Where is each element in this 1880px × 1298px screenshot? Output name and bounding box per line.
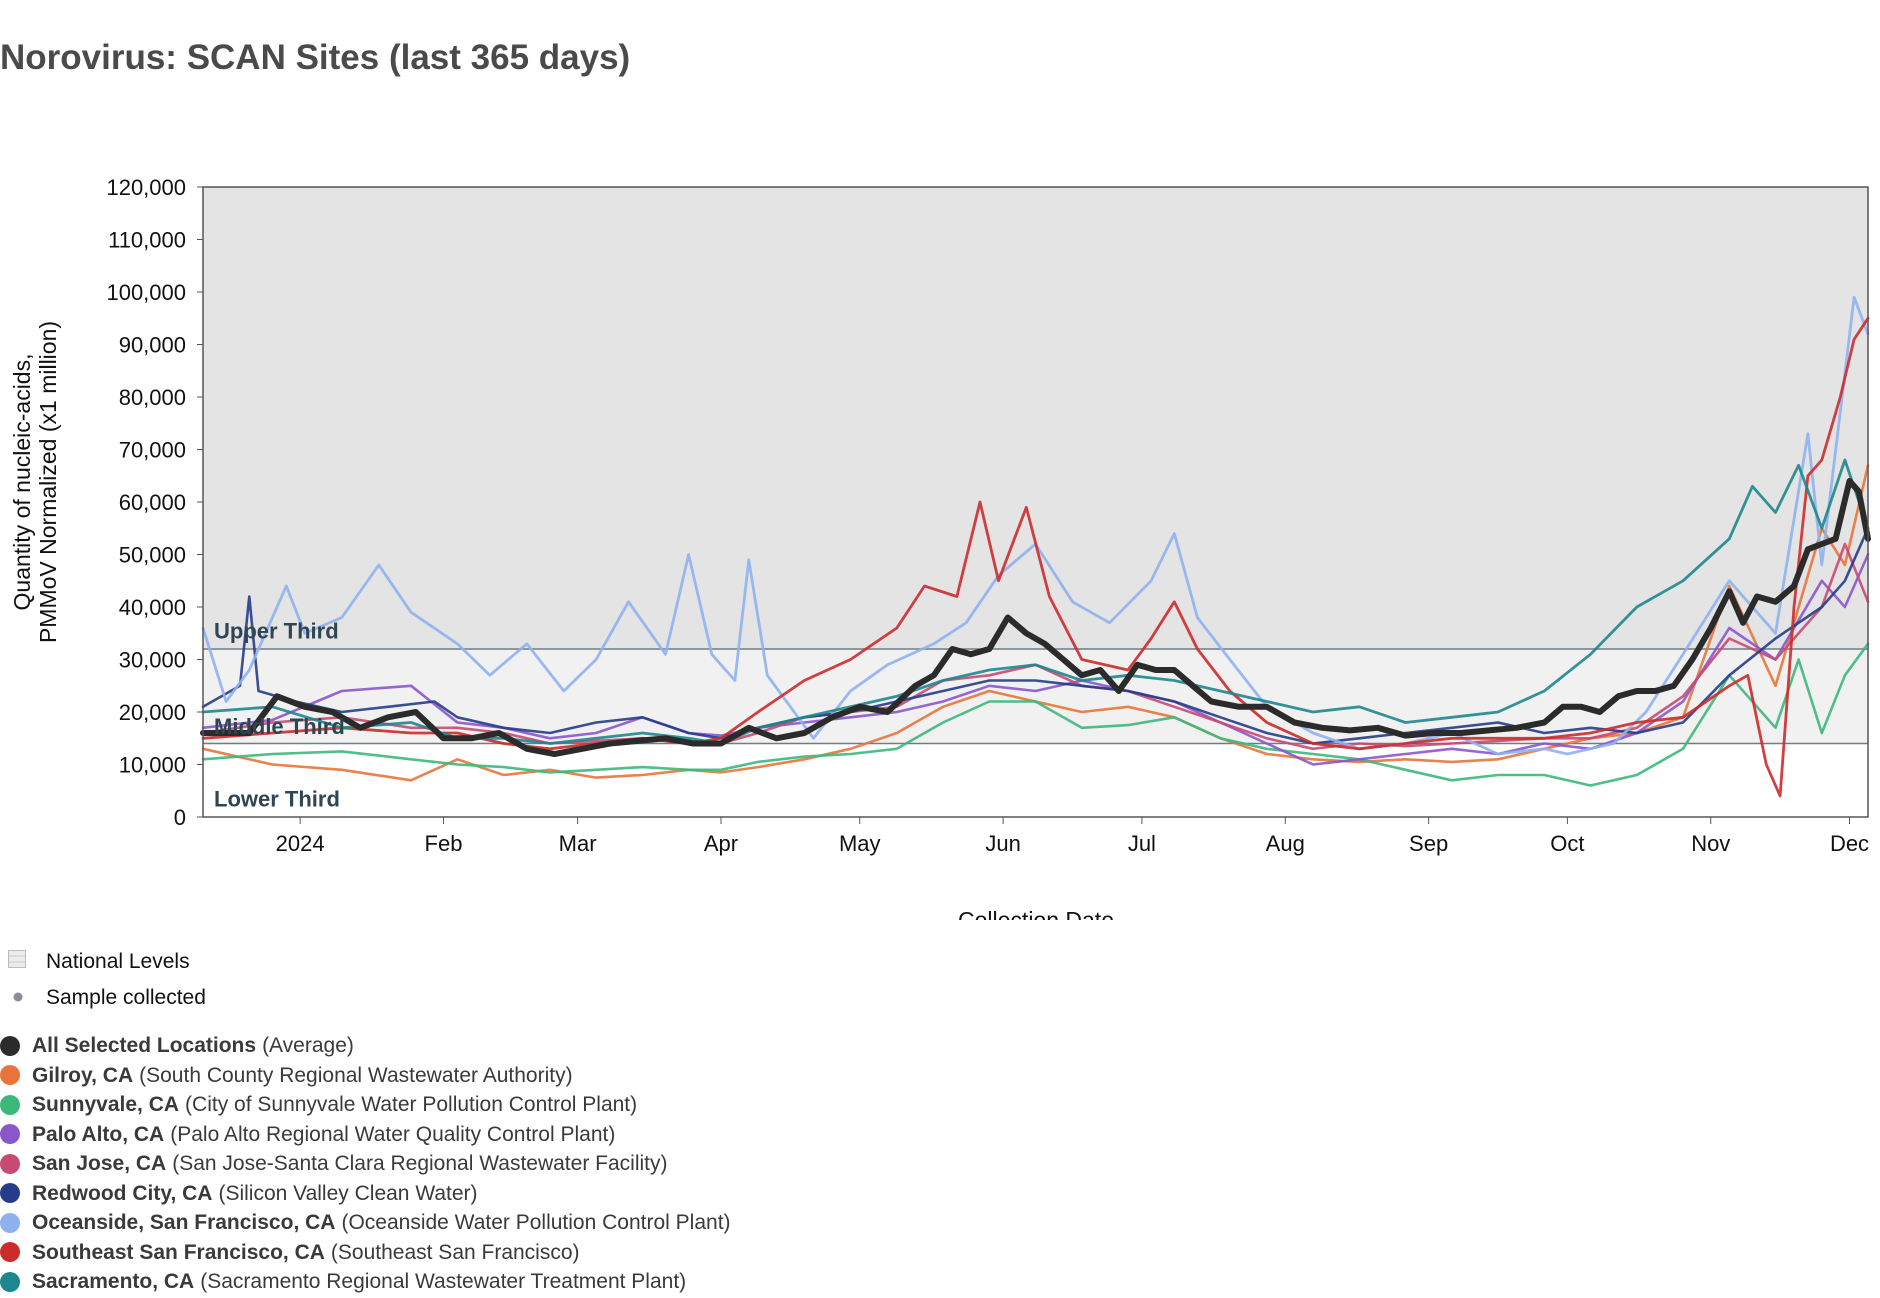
legend-item-oceanside[interactable]: Oceanside, San Francisco, CA (Oceanside W… [0,1208,731,1238]
legend-item-sunnyvale[interactable]: Sunnyvale, CA (City of Sunnyvale Water Po… [0,1090,731,1120]
series-line-sunnyvale-ca[interactable] [201,642,1870,787]
legend-item-sacramento[interactable]: Sacramento, CA (Sacramento Regional Waste… [0,1267,731,1297]
legend-item-average[interactable]: All Selected Locations (Average) [0,1031,731,1061]
y-tick-label: 120,000 [106,175,186,200]
legend-item-redwood-city[interactable]: Redwood City, CA (Silicon Valley Clean Wa… [0,1179,731,1209]
legend-item-san-jose[interactable]: San Jose, CA (San Jose-Santa Clara Region… [0,1149,731,1179]
plot-frame [202,186,1869,818]
y-tick-label: 30,000 [119,648,186,673]
chart-title: Norovirus: SCAN Sites (last 365 days) [0,38,631,77]
x-tick-label: Nov [1691,831,1730,856]
legend-sample-collected[interactable]: Sample collected [0,986,206,1010]
legend-dot [0,1035,20,1056]
y-tick-label: 70,000 [119,438,186,463]
x-tick-label: Oct [1550,831,1584,856]
legend-item-gilroy[interactable]: Gilroy, CA (South County Regional Wastewa… [0,1061,731,1091]
legend-dot [0,1271,20,1292]
x-tick-label: Apr [704,831,738,856]
legend-dot [0,1212,20,1233]
legend-dot [0,1065,20,1086]
legend-dot [0,1094,20,1115]
x-axis-label: Collection Date [958,907,1114,920]
x-tick-label: Jun [985,831,1020,856]
y-tick-label: 10,000 [119,753,186,778]
series-line-all-selected-locations[interactable] [200,478,1871,757]
x-tick-label: Dec [1830,831,1869,856]
legend-national-levels[interactable]: National Levels [0,950,190,974]
sample-collected-label: Sample collected [46,986,206,1009]
x-tick-label: Jul [1128,831,1156,856]
series-line-oceanside-san-francisco-ca[interactable] [201,295,1870,756]
x-tick-label: May [839,831,881,856]
x-tick-label: Sep [1409,831,1448,856]
y-tick-label: 110,000 [108,228,186,253]
x-tick-label: Mar [559,831,597,856]
y-axis-label-line2: PMMoV Normalized (x1 million) [35,321,61,643]
band-label: Upper Third [214,619,339,644]
y-tick-label: 50,000 [119,543,186,568]
band-label: Lower Third [214,787,340,812]
y-tick-label: 60,000 [119,490,186,515]
y-axis-label-line1: Quantity of nucleic-acids, [9,354,35,611]
y-tick-label: 80,000 [119,385,186,410]
national-levels-label: National Levels [46,950,190,973]
band-lower-third [203,743,1868,817]
y-axis: 0 10,000 20,000 30,000 40,000 50,000 60,000 70,… [106,175,203,830]
legend-dot [0,1124,20,1145]
legend-item-southeast-sf[interactable]: Southeast San Francisco, CA (Southeast Sa… [0,1238,731,1268]
chart-svg: 0 10,000 20,000 30,000 40,000 50,000 60,000 70,… [9,175,1871,920]
y-tick-label: 20,000 [119,700,186,725]
national-level-bands [203,187,1868,817]
y-tick-label: 90,000 [119,333,186,358]
band-upper-third [203,187,1868,649]
series-lines [200,295,1871,798]
national-levels-icon [8,950,26,974]
y-tick-label: 100,000 [106,280,186,305]
legend-dot [0,1242,20,1263]
legend-item-palo-alto[interactable]: Palo Alto, CA (Palo Alto Regional Water Q… [0,1120,731,1150]
x-tick-label: Aug [1266,831,1305,856]
band-label: Middle Third [214,714,345,739]
y-tick-label: 0 [174,805,186,830]
x-axis: 2024 Feb Mar Apr May Jun Jul Aug Sep Oct Nov Dec [276,817,1869,856]
sample-dot-icon [12,986,26,1010]
legend-dot [0,1153,20,1174]
x-tick-label: Feb [425,831,463,856]
y-tick-label: 40,000 [119,595,186,620]
band-labels: Upper Third Middle Third Lower Third [214,619,345,812]
legend-dot [0,1183,20,1204]
series-legend: All Selected Locations (Average) Gilroy, … [0,1031,731,1297]
x-tick-label: 2024 [276,831,325,856]
